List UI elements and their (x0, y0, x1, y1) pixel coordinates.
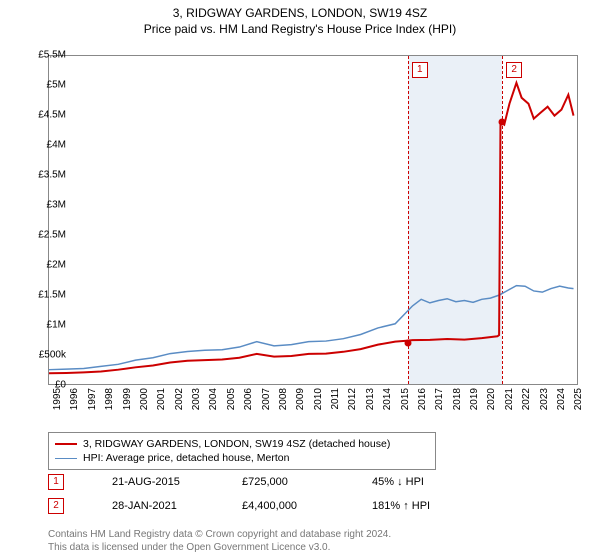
y-axis-label: £1.5M (16, 290, 66, 301)
x-axis-label: 2011 (330, 388, 341, 428)
y-axis-label: £3.5M (16, 170, 66, 181)
x-axis-label: 2022 (521, 388, 532, 428)
transaction-delta-2: 181% ↑ HPI (372, 500, 430, 512)
x-axis-label: 2010 (313, 388, 324, 428)
series-hpi-line (49, 286, 574, 370)
legend-swatch-hpi (55, 458, 77, 459)
transaction-marker-2: 2 (48, 498, 64, 514)
footer-line-1: Contains HM Land Registry data © Crown c… (48, 528, 391, 541)
x-axis-label: 1998 (104, 388, 115, 428)
legend-box: 3, RIDGWAY GARDENS, LONDON, SW19 4SZ (de… (48, 432, 436, 470)
y-axis-label: £4M (16, 140, 66, 151)
x-axis-label: 2018 (452, 388, 463, 428)
x-axis-label: 2005 (226, 388, 237, 428)
transaction-delta-1: 45% ↓ HPI (372, 476, 424, 488)
x-axis-label: 2021 (504, 388, 515, 428)
transaction-row-1: 1 21-AUG-2015 £725,000 45% ↓ HPI (48, 474, 424, 490)
transaction-price-2: £4,400,000 (242, 500, 332, 512)
x-axis-label: 1999 (122, 388, 133, 428)
chart-container: 3, RIDGWAY GARDENS, LONDON, SW19 4SZ Pri… (0, 0, 600, 560)
x-axis-label: 2024 (556, 388, 567, 428)
x-axis-label: 2009 (295, 388, 306, 428)
transaction-marker-1: 1 (48, 474, 64, 490)
legend-row-hpi: HPI: Average price, detached house, Mert… (55, 452, 429, 464)
y-axis-label: £5.5M (16, 50, 66, 61)
x-axis-label: 2023 (539, 388, 550, 428)
x-axis-label: 2007 (261, 388, 272, 428)
title-subtitle: Price paid vs. HM Land Registry's House … (0, 22, 600, 36)
transaction-date-2: 28-JAN-2021 (112, 500, 202, 512)
transaction-price-1: £725,000 (242, 476, 332, 488)
marker-dot-2 (499, 119, 506, 126)
x-axis-label: 2019 (469, 388, 480, 428)
legend-label-property: 3, RIDGWAY GARDENS, LONDON, SW19 4SZ (de… (83, 438, 390, 450)
x-axis-label: 2015 (400, 388, 411, 428)
x-axis-label: 2002 (174, 388, 185, 428)
x-axis-label: 2020 (486, 388, 497, 428)
x-axis-label: 2008 (278, 388, 289, 428)
x-axis-label: 2014 (382, 388, 393, 428)
y-axis-label: £500k (16, 350, 66, 361)
transaction-row-2: 2 28-JAN-2021 £4,400,000 181% ↑ HPI (48, 498, 430, 514)
legend-swatch-property (55, 443, 77, 445)
y-axis-label: £2.5M (16, 230, 66, 241)
x-axis-label: 1997 (87, 388, 98, 428)
x-axis-label: 2016 (417, 388, 428, 428)
x-axis-label: 2000 (139, 388, 150, 428)
y-axis-label: £4.5M (16, 110, 66, 121)
x-axis-label: 2017 (434, 388, 445, 428)
title-block: 3, RIDGWAY GARDENS, LONDON, SW19 4SZ Pri… (0, 0, 600, 36)
marker-dot-1 (404, 339, 411, 346)
footer-attribution: Contains HM Land Registry data © Crown c… (48, 528, 391, 554)
y-axis-label: £1M (16, 320, 66, 331)
y-axis-label: £5M (16, 80, 66, 91)
y-axis-label: £3M (16, 200, 66, 211)
transaction-date-1: 21-AUG-2015 (112, 476, 202, 488)
x-axis-label: 2004 (208, 388, 219, 428)
x-axis-label: 1996 (69, 388, 80, 428)
footer-line-2: This data is licensed under the Open Gov… (48, 541, 391, 554)
legend-row-property: 3, RIDGWAY GARDENS, LONDON, SW19 4SZ (de… (55, 438, 429, 450)
x-axis-label: 2001 (156, 388, 167, 428)
chart-lines-svg (49, 56, 577, 384)
x-axis-label: 2013 (365, 388, 376, 428)
legend-label-hpi: HPI: Average price, detached house, Mert… (83, 452, 289, 464)
title-address: 3, RIDGWAY GARDENS, LONDON, SW19 4SZ (0, 6, 600, 20)
series-property-line (49, 83, 574, 373)
x-axis-label: 2006 (243, 388, 254, 428)
x-axis-label: 2003 (191, 388, 202, 428)
x-axis-label: 2012 (347, 388, 358, 428)
chart-plot-area: 1 2 (48, 55, 578, 385)
y-axis-label: £2M (16, 260, 66, 271)
x-axis-label: 1995 (52, 388, 63, 428)
x-axis-label: 2025 (573, 388, 584, 428)
